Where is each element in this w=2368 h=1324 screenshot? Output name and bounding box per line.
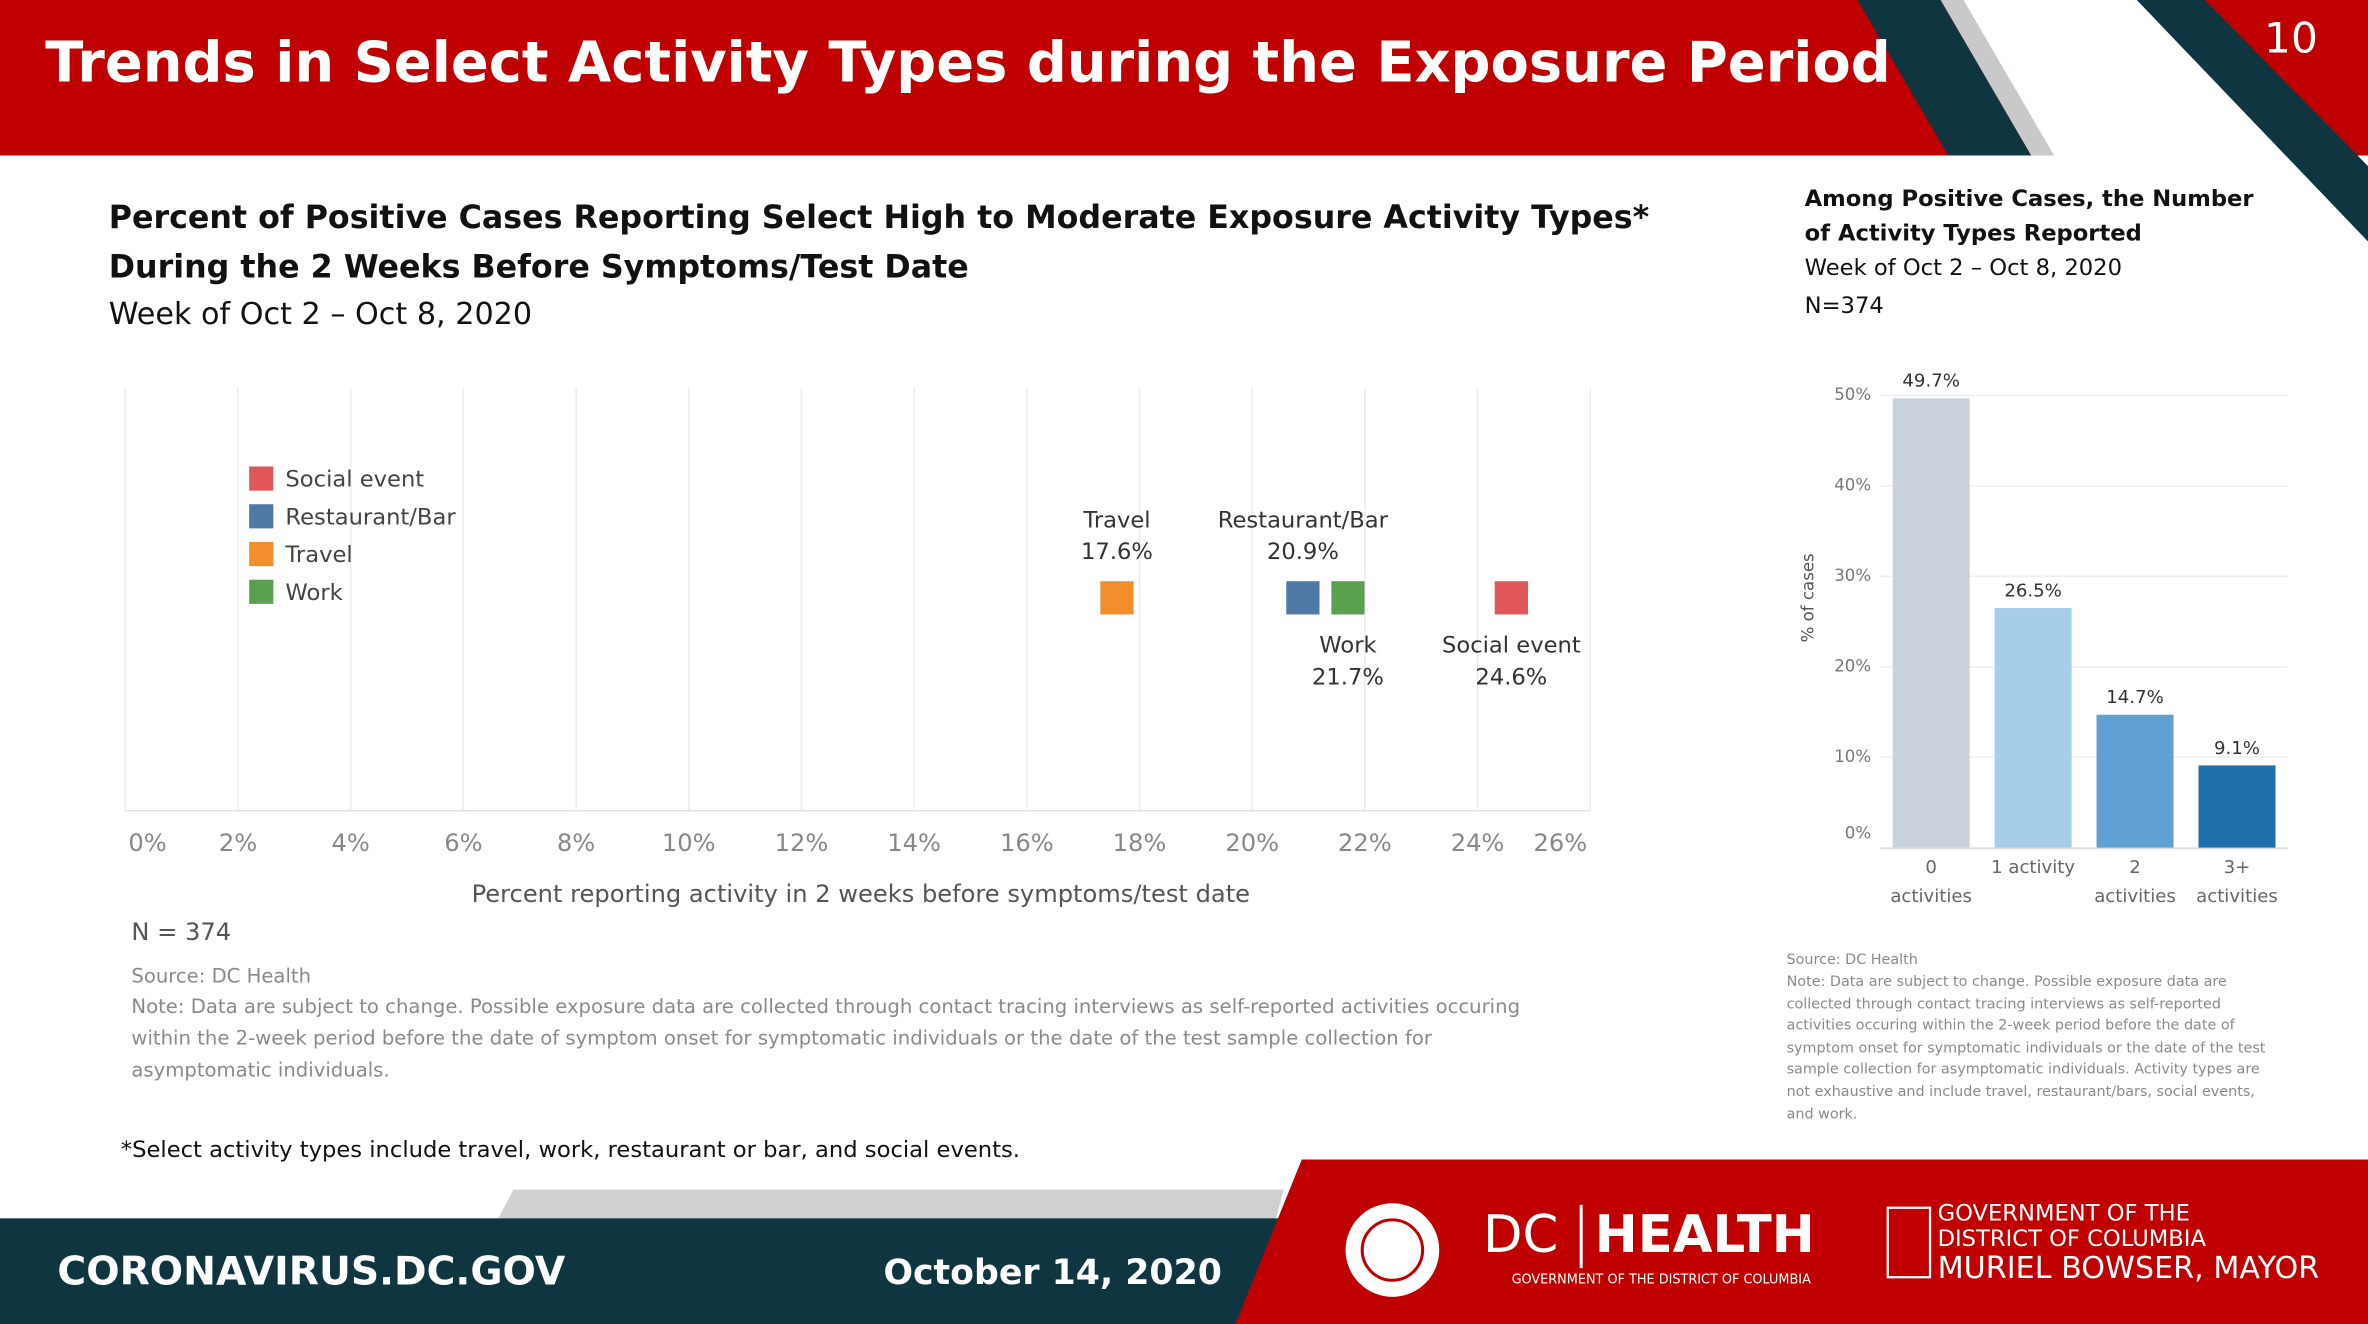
footer-date: October 14, 2020 — [883, 1253, 1221, 1293]
footnote: *Select activity types include travel, w… — [121, 1137, 1020, 1163]
x-tick-label: 22% — [1338, 829, 1392, 857]
note: Note: Data are subject to change. Possib… — [1786, 973, 2266, 1123]
y-tick-label: 50% — [1834, 385, 1871, 404]
gov-text: MURIEL BOWSER, MAYOR — [1938, 1251, 2320, 1286]
health-logo: HEALTH — [1595, 1205, 1815, 1265]
chart-title: Among Positive Cases, the Number — [1805, 186, 2255, 212]
n-label: N=374 — [1805, 293, 1884, 319]
data-label: 20.9% — [1267, 539, 1339, 565]
x-tick-label: 1 activity — [1991, 857, 2075, 878]
x-tick-label: 8% — [557, 829, 595, 857]
dot — [1100, 581, 1134, 615]
dc-logo: DC — [1483, 1205, 1558, 1265]
page-number: 10 — [2264, 13, 2318, 62]
y-tick-label: 20% — [1834, 656, 1871, 675]
chart-title: During the 2 Weeks Before Symptoms/Test … — [109, 250, 969, 286]
slide-title: Trends in Select Activity Types during t… — [45, 31, 1890, 96]
x-tick-label: 0 activities — [1890, 857, 1972, 907]
x-tick-label: 12% — [775, 829, 829, 857]
legend-swatch — [249, 466, 274, 491]
footer-strip — [498, 1189, 1284, 1219]
bar — [2096, 714, 2174, 848]
x-tick-label: 24% — [1451, 829, 1505, 857]
x-tick-label: 2 activities — [2094, 857, 2176, 907]
y-tick-label: 0% — [1845, 824, 1871, 843]
x-tick-label: 0% — [128, 829, 166, 857]
chart-subtitle: Week of Oct 2 – Oct 8, 2020 — [109, 297, 532, 332]
header-stripe — [1857, 0, 2032, 156]
gov-text: DISTRICT OF COLUMBIA — [1938, 1226, 2207, 1252]
note: Note: Data are subject to change. Possib… — [131, 996, 1521, 1083]
footer-red — [1235, 1159, 2368, 1324]
chart-subtitle: Week of Oct 2 – Oct 8, 2020 — [1805, 255, 2122, 281]
legend-label: Social event — [285, 467, 424, 493]
x-tick-label: 20% — [1225, 829, 1279, 857]
bar — [1994, 608, 2072, 848]
chart-title: of Activity Types Reported — [1805, 221, 2142, 247]
x-tick-label: 16% — [1000, 829, 1054, 857]
x-tick-label: 6% — [444, 829, 482, 857]
legend-label: Travel — [284, 542, 352, 568]
data-label: 26.5% — [2004, 580, 2062, 601]
seal — [1360, 1218, 1425, 1282]
dot — [1331, 581, 1365, 615]
legend-label: Work — [285, 580, 343, 606]
legend-swatch — [249, 579, 274, 604]
bar — [2198, 765, 2276, 848]
x-axis-title: Percent reporting activity in 2 weeks be… — [472, 880, 1250, 908]
legend-swatch — [249, 541, 274, 567]
x-tick-label: 10% — [662, 829, 716, 857]
data-label-name: Travel — [1082, 507, 1150, 533]
bar — [1892, 398, 1970, 848]
data-label-name: Restaurant/Bar — [1218, 507, 1389, 533]
chart-title: Percent of Positive Cases Reporting Sele… — [109, 200, 1650, 236]
legend-label: Restaurant/Bar — [285, 504, 456, 530]
n-label: N = 374 — [131, 918, 231, 946]
data-label-name: Social event — [1442, 633, 1581, 659]
data-label: 49.7% — [1902, 371, 1960, 392]
source: Source: DC Health — [131, 964, 311, 987]
footer-website: CORONAVIRUS.DC.GOV — [57, 1250, 565, 1295]
x-tick-label: 3+ activities — [2196, 857, 2278, 907]
y-tick-label: 30% — [1834, 566, 1871, 585]
seal — [1342, 1200, 1443, 1300]
health-subtitle: GOVERNMENT OF THE DISTRICT OF COLUMBIA — [1512, 1273, 1812, 1288]
y-tick-label: 10% — [1834, 747, 1871, 766]
x-tick-label: 4% — [332, 829, 370, 857]
dot — [1494, 581, 1528, 615]
data-label: 24.6% — [1475, 664, 1547, 690]
dot — [1286, 581, 1320, 615]
wearedc-logo — [1886, 1206, 1932, 1279]
y-axis-title: % of cases — [1799, 553, 1818, 642]
x-tick-label: 26% — [1534, 829, 1588, 857]
x-tick-label: 2% — [219, 829, 257, 857]
data-label: 9.1% — [2214, 738, 2260, 759]
header-stripe — [1963, 0, 2368, 318]
x-tick-label: 14% — [887, 829, 941, 857]
x-tick-label: 18% — [1113, 829, 1167, 857]
header-stripe — [2136, 0, 2368, 242]
y-tick-label: 40% — [1834, 475, 1871, 494]
legend-swatch — [249, 504, 274, 529]
source: Source: DC Health — [1787, 952, 1918, 968]
data-label-name: Work — [1319, 633, 1377, 659]
header-stripe — [1940, 0, 2054, 156]
data-label: 17.6% — [1081, 539, 1153, 565]
data-label: 14.7% — [2106, 687, 2164, 708]
data-label: 21.7% — [1312, 664, 1384, 690]
gov-text: GOVERNMENT OF THE — [1938, 1200, 2190, 1226]
